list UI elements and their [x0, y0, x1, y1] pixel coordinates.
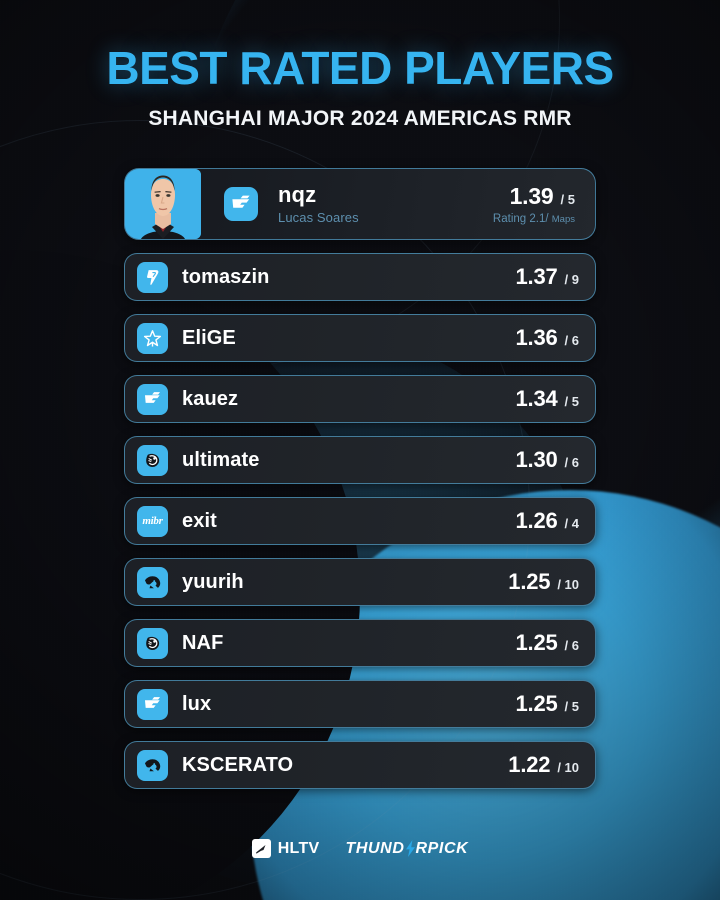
player-stats: 1.34 / 5: [516, 386, 580, 412]
player-maps: / 6: [564, 333, 579, 348]
player-names: EliGE: [182, 327, 516, 349]
player-names: exit: [182, 510, 516, 532]
player-rating: 1.22: [508, 752, 551, 777]
page-subtitle: SHANGHAI MAJOR 2024 AMERICAS RMR: [148, 107, 572, 130]
player-stats: 1.39 / 5 Rating 2.1/ Maps: [493, 183, 575, 225]
pain-logo-icon: [137, 688, 168, 720]
header: BEST RATED PLAYERS SHANGHAI MAJOR 2024 A…: [0, 0, 720, 131]
bestia-logo-icon: [137, 261, 168, 293]
player-rating: 1.39: [509, 183, 554, 209]
player-names: nqz Lucas Soares: [278, 181, 493, 226]
player-names: yuurih: [182, 571, 508, 593]
player-rating: 1.25: [515, 630, 558, 655]
player-rating: 1.25: [508, 569, 551, 594]
player-names: ultimate: [182, 449, 516, 471]
lightning-bolt-icon: [405, 840, 416, 857]
player-row[interactable]: KSCERATO 1.22 / 10: [124, 741, 596, 789]
pain-logo-icon: [137, 383, 168, 415]
player-row[interactable]: kauez 1.34 / 5: [124, 375, 596, 423]
furia-logo-icon: [137, 566, 168, 598]
player-nickname: yuurih: [182, 571, 244, 593]
player-portrait: [125, 169, 201, 239]
rating-legend-label: Rating 2.1: [492, 213, 546, 225]
player-stats: 1.22 / 10: [508, 752, 579, 778]
player-rating: 1.25: [515, 691, 558, 716]
player-row[interactable]: lux 1.25 / 5: [124, 680, 596, 728]
player-maps: / 10: [557, 760, 579, 775]
player-stats: 1.25 / 6: [516, 630, 580, 656]
player-rating: 1.30: [515, 447, 558, 472]
mibr-logo-icon: mibr: [137, 505, 168, 537]
player-stats: 1.25 / 5: [516, 691, 580, 717]
player-row[interactable]: yuurih 1.25 / 10: [124, 558, 596, 606]
player-names: tomaszin: [182, 266, 516, 288]
player-maps: / 6: [564, 455, 579, 470]
player-maps: / 4: [564, 516, 579, 531]
player-rating: 1.36: [515, 325, 558, 350]
footer: HLTV THUND RPICK: [0, 839, 720, 858]
player-nickname: KSCERATO: [182, 754, 294, 776]
player-row[interactable]: tomaszin 1.37 / 9: [124, 253, 596, 301]
liquid-logo-icon: [137, 444, 168, 476]
player-rating: 1.37: [515, 264, 558, 289]
player-nickname: nqz: [278, 181, 317, 207]
maps-legend-label: Maps: [551, 214, 575, 225]
player-nickname: lux: [182, 693, 212, 715]
player-stats: 1.25 / 10: [508, 569, 579, 595]
player-nickname: ultimate: [182, 449, 260, 471]
player-names: NAF: [182, 632, 516, 654]
thunderpick-logo: THUND RPICK: [346, 840, 469, 858]
player-row[interactable]: mibr exit 1.26 / 4: [124, 497, 596, 545]
player-nickname: NAF: [182, 632, 224, 654]
thunderpick-text-part2: RPICK: [415, 839, 469, 857]
furia-logo-icon: [137, 749, 168, 781]
liquid-logo-icon: [137, 627, 168, 659]
player-row[interactable]: nqz Lucas Soares 1.39 / 5 Rating 2.1/ Map…: [124, 168, 596, 240]
player-rating: 1.26: [515, 508, 558, 533]
player-maps: / 6: [564, 638, 579, 653]
pain-logo-icon: [224, 187, 258, 221]
player-names: KSCERATO: [182, 754, 508, 776]
hltv-label: HLTV: [277, 839, 320, 857]
player-nickname: tomaszin: [182, 266, 270, 288]
player-row[interactable]: EliGE 1.36 / 6: [124, 314, 596, 362]
stat-legend: Rating 2.1/ Maps: [493, 213, 575, 225]
player-nickname: exit: [182, 510, 217, 532]
player-real-name: Lucas Soares: [278, 210, 359, 226]
player-maps: / 5: [564, 699, 579, 714]
player-maps: / 9: [564, 272, 579, 287]
player-row[interactable]: ultimate 1.30 / 6: [124, 436, 596, 484]
legend-separator: /: [545, 213, 549, 225]
page-title: BEST RATED PLAYERS: [106, 42, 614, 94]
player-stats: 1.37 / 9: [516, 264, 580, 290]
hltv-mark-icon: [251, 839, 271, 858]
player-row[interactable]: NAF 1.25 / 6: [124, 619, 596, 667]
player-names: lux: [182, 693, 516, 715]
player-nickname: EliGE: [182, 327, 236, 349]
player-maps: / 10: [557, 577, 579, 592]
player-maps: / 5: [564, 394, 579, 409]
player-ranking-list: nqz Lucas Soares 1.39 / 5 Rating 2.1/ Map…: [124, 168, 596, 802]
thunderpick-text-part1: THUND: [345, 839, 405, 857]
player-nickname: kauez: [182, 388, 239, 410]
complexity-logo-icon: [137, 322, 168, 354]
hltv-logo: HLTV: [251, 839, 320, 858]
player-names: kauez: [182, 388, 516, 410]
player-stats: 1.36 / 6: [516, 325, 580, 351]
player-rating: 1.34: [515, 386, 558, 411]
player-maps: / 5: [560, 192, 575, 207]
player-stats: 1.26 / 4: [516, 508, 580, 534]
player-stats: 1.30 / 6: [516, 447, 580, 473]
